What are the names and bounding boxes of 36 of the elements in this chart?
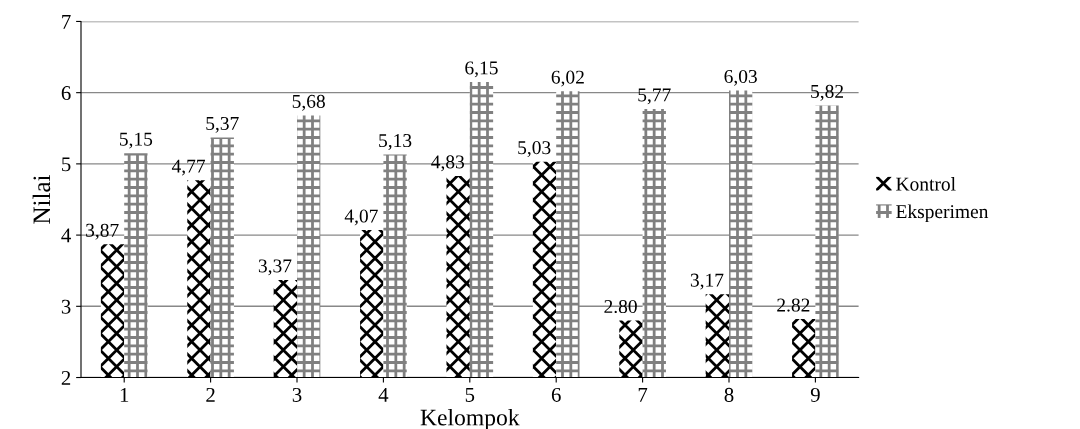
y-tick-label: 4 <box>61 228 71 243</box>
x-tick-label: 5 <box>465 388 475 402</box>
x-tick-label: 7 <box>638 388 648 402</box>
x-tick-label: 3 <box>292 387 302 402</box>
x-tick-label: 1 <box>120 387 129 402</box>
y-tick-label: 3 <box>61 299 71 314</box>
data-label: 6,03 <box>724 69 757 86</box>
data-label: 2.80 <box>604 299 637 314</box>
legend-label: Kontrol <box>896 176 956 191</box>
data-label: 3,17 <box>690 273 724 290</box>
x-tick-label: 6 <box>551 387 561 402</box>
y-tick-label: 2 <box>61 370 71 385</box>
y-tick-label: 5 <box>62 157 71 172</box>
data-label: 4,77 <box>171 159 206 176</box>
legend-label: Eksperimen <box>896 204 989 223</box>
data-label: 5,77 <box>638 88 671 105</box>
data-label: 3,87 <box>86 223 119 240</box>
data-label: 2.82 <box>777 298 810 312</box>
x-tick-label: 8 <box>724 387 734 402</box>
data-label: 5,82 <box>811 84 844 101</box>
data-label: 5,13 <box>379 134 412 150</box>
data-label: 5,37 <box>206 116 239 133</box>
data-label: 6,02 <box>551 70 584 87</box>
data-label: 5,68 <box>292 94 325 111</box>
data-label: 3,37 <box>258 259 292 276</box>
data-label: 5,03 <box>518 141 551 158</box>
x-tick-label: 4 <box>378 387 389 402</box>
x-tick-label: 2 <box>206 387 215 402</box>
y-axis-title: Nilai <box>32 174 51 224</box>
data-label: 4,07 <box>344 209 378 226</box>
y-tick-label: 7 <box>62 15 71 29</box>
y-tick-label: 6 <box>61 86 71 101</box>
x-tick-label: 9 <box>810 387 820 402</box>
data-label: 6,15 <box>465 61 498 78</box>
data-label: 4,83 <box>431 155 465 172</box>
data-label: 5,15 <box>119 132 153 149</box>
